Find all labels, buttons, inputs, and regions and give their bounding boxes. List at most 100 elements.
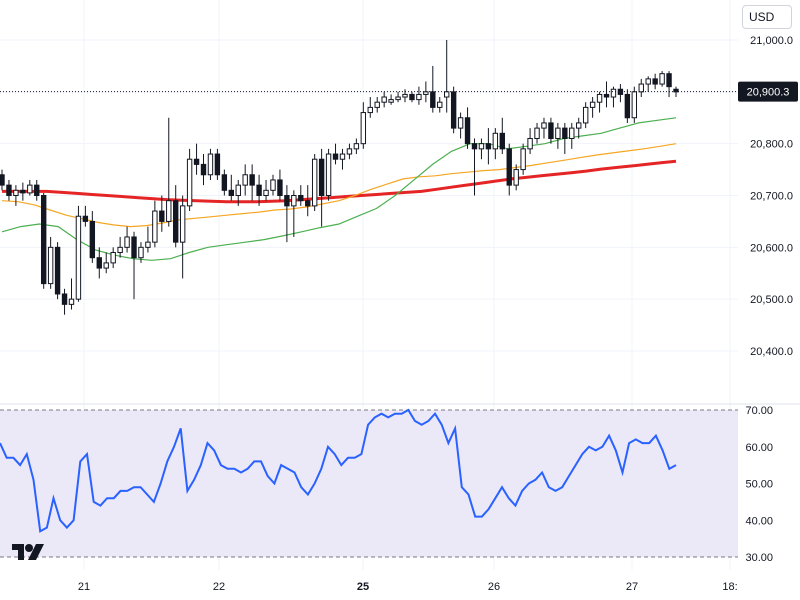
candle-body	[450, 91, 457, 129]
candle-body	[596, 93, 603, 103]
candle-body	[562, 127, 568, 139]
candle-body	[589, 101, 596, 108]
candle-body	[464, 117, 471, 145]
moving-average-line	[1, 117, 677, 261]
candle-body	[367, 106, 373, 114]
candle-body	[270, 179, 276, 191]
tradingview-logo-icon	[12, 544, 44, 560]
candle-body	[457, 117, 464, 129]
candle-body	[485, 143, 492, 150]
candle-body	[325, 153, 332, 197]
candle-body	[305, 200, 311, 207]
candle-body	[277, 179, 283, 196]
candle-body	[582, 106, 589, 124]
candle-body	[117, 246, 123, 254]
candle-body	[159, 210, 165, 222]
last-price-tag	[738, 81, 798, 102]
candle-body	[492, 132, 499, 150]
candle-body	[527, 137, 533, 150]
candle-body	[624, 93, 631, 119]
candle-body	[256, 184, 262, 196]
candle-body	[214, 153, 221, 176]
candle-body	[381, 96, 387, 103]
candle-body	[173, 200, 179, 243]
candle-body	[402, 93, 408, 98]
candle-body	[499, 132, 505, 150]
candle-body	[61, 293, 68, 305]
candle-body	[388, 99, 394, 103]
candle-body	[186, 158, 193, 207]
time-axis-label: 18:	[722, 581, 737, 593]
candle-body	[200, 163, 207, 176]
last-price-tag-label: 20,900.3	[747, 87, 790, 99]
candle-body	[478, 143, 485, 150]
candle-body	[145, 241, 151, 248]
currency-selector[interactable]: USD	[742, 5, 792, 29]
candle-body	[631, 91, 638, 119]
candle-body	[27, 184, 33, 194]
rsi-line	[0, 408, 677, 533]
price-axis-label: 20,400.0	[750, 346, 793, 358]
rsi-band	[0, 410, 738, 557]
candle-body	[555, 127, 561, 139]
candle-body	[249, 174, 255, 186]
rsi-axis-label: 60.00	[745, 442, 773, 454]
candle-body	[534, 127, 540, 139]
candle-body	[263, 189, 269, 196]
candle-body	[374, 101, 380, 108]
candle-body	[513, 169, 519, 186]
price-axis-label: 20,700.0	[750, 191, 793, 203]
candle-body	[75, 215, 82, 300]
candle-body	[332, 153, 339, 160]
candle-body	[20, 189, 26, 194]
candle-body	[318, 158, 325, 196]
candle-body	[96, 257, 102, 269]
candle-body	[339, 153, 346, 160]
time-axis-label: 21	[78, 581, 90, 593]
time-axis-label: 25	[357, 581, 369, 593]
time-axis-label: 26	[488, 581, 500, 593]
candle-body	[228, 189, 234, 196]
candle-body	[652, 78, 658, 85]
moving-average-line	[2, 159, 677, 204]
candle-body	[179, 205, 186, 243]
candle-body	[471, 143, 478, 150]
candle-body	[242, 174, 248, 186]
candle-body	[207, 153, 214, 176]
candle-body	[193, 158, 200, 165]
candle-body	[548, 122, 554, 139]
candle-body	[6, 184, 12, 196]
candle-body	[131, 236, 137, 259]
candle-body	[666, 73, 672, 88]
candle-body	[110, 252, 116, 264]
candle-body	[291, 195, 297, 207]
candle-body	[603, 93, 610, 98]
candle-body	[166, 200, 172, 222]
candle-body	[103, 262, 109, 269]
candle-body	[40, 195, 47, 285]
rsi-axis-label: 40.00	[745, 515, 773, 527]
candle-body	[645, 78, 651, 85]
candle-body	[520, 148, 526, 171]
candle-body	[416, 93, 422, 101]
price-axis-label: 20,500.0	[750, 294, 793, 306]
candle-body	[0, 174, 5, 186]
candle-body	[430, 91, 436, 108]
rsi-axis-label: 70.00	[745, 405, 773, 417]
candle-body	[54, 246, 61, 295]
candle-body	[82, 215, 89, 222]
candle-body	[47, 246, 54, 285]
candle-body	[395, 96, 401, 101]
candle-body	[506, 148, 512, 186]
candle-body	[235, 184, 241, 196]
candle-body	[444, 91, 450, 98]
time-axis-label: 22	[213, 581, 225, 593]
price-axis-label: 20,800.0	[750, 139, 793, 151]
candle-body	[311, 158, 318, 207]
time-axis-label: 27	[626, 581, 638, 593]
rsi-axis-label: 50.00	[745, 479, 773, 491]
candle-body	[569, 127, 575, 139]
candle-body	[298, 195, 304, 202]
candle-body	[409, 93, 415, 101]
